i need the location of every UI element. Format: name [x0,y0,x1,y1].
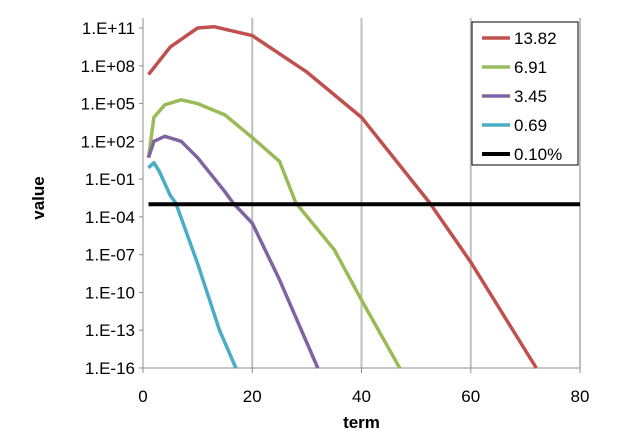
y-tick-label: 1.E-10 [85,283,135,302]
series-line-2 [146,134,320,369]
series-line-1 [146,98,402,369]
y-tick-label: 1.E+11 [82,19,135,38]
legend-label: 0.69 [514,116,547,135]
y-tick-label: 1.E-07 [85,246,135,265]
y-tick-label: 1.E-16 [85,359,135,378]
y-tick-label: 1.E-13 [85,321,135,340]
y-tick-label: 1.E+05 [81,95,135,114]
legend-label: 13.82 [514,29,557,48]
y-tick-label: 1.E+02 [81,132,135,151]
series-line-0 [147,24,538,369]
x-axis-label: term [343,413,380,432]
y-tick-label: 1.E+08 [81,57,135,76]
x-tick-label: 60 [461,387,480,406]
x-tick-label: 0 [138,387,147,406]
legend-label: 0.10% [514,145,562,164]
y-tick-label: 1.E-04 [85,208,135,227]
legend-label: 3.45 [514,87,547,106]
y-axis-label: value [29,176,48,219]
x-tick-label: 20 [243,387,262,406]
y-tick-label: 1.E-01 [85,170,135,189]
x-tick-label: 80 [571,387,590,406]
legend-box [471,21,579,166]
legend-label: 6.91 [514,58,547,77]
x-tick-label: 40 [352,387,371,406]
series-line-3 [147,160,238,369]
